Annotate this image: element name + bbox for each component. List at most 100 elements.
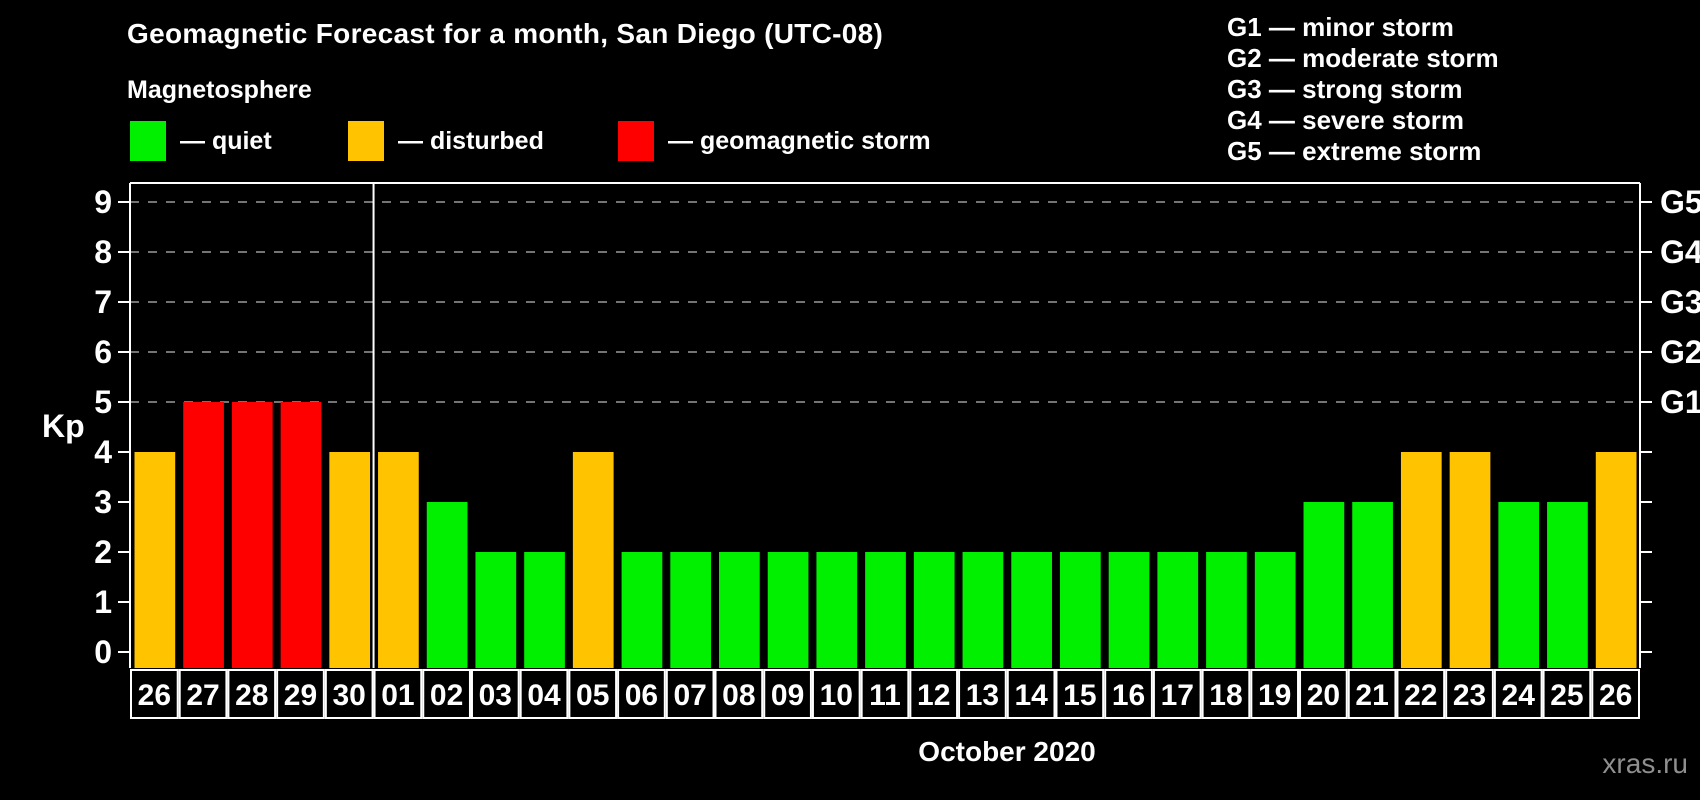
date-box-26 xyxy=(1591,669,1640,719)
date-label-12: 12 xyxy=(917,679,950,712)
legend-label-quiet: — quiet xyxy=(180,126,272,155)
date-box-30 xyxy=(324,669,374,719)
page-title: Geomagnetic Forecast for a month, San Di… xyxy=(127,18,884,49)
kp-bar-23 xyxy=(1449,452,1491,668)
legend-label-disturbed: — disturbed xyxy=(398,126,544,155)
kp-bar-06 xyxy=(621,552,663,668)
kp-bar-26 xyxy=(1595,452,1637,668)
kp-bar-07 xyxy=(670,552,712,668)
right-axis-label-G3: G3 xyxy=(1660,284,1700,320)
kp-bar-30 xyxy=(329,452,371,668)
date-label-25: 25 xyxy=(1550,679,1583,712)
disturbed-color-swatch xyxy=(348,121,384,161)
date-box-12 xyxy=(909,669,959,719)
date-label-14: 14 xyxy=(1014,679,1048,712)
date-box-09 xyxy=(763,669,812,719)
g-scale-legend: G1 — minor storm G2 — moderate storm G3 … xyxy=(1227,12,1499,167)
date-box-22 xyxy=(1396,669,1446,719)
date-box-25 xyxy=(1542,669,1592,719)
date-box-28 xyxy=(227,669,277,719)
date-box-23 xyxy=(1445,669,1494,719)
kp-bar-16 xyxy=(1108,552,1150,668)
y-tick-label-2: 2 xyxy=(94,534,112,570)
date-box-19 xyxy=(1250,669,1300,719)
date-label-08: 08 xyxy=(722,679,755,712)
date-label-21: 21 xyxy=(1355,679,1388,712)
date-box-03 xyxy=(470,669,520,719)
kp-bar-25 xyxy=(1547,502,1588,668)
g-legend-line-g5: G5 — extreme storm xyxy=(1227,136,1482,166)
date-box-16 xyxy=(1104,669,1153,719)
date-box-13 xyxy=(958,669,1007,719)
date-label-09: 09 xyxy=(771,679,804,712)
date-label-29: 29 xyxy=(284,679,317,712)
date-box-06 xyxy=(617,669,666,719)
date-label-17: 17 xyxy=(1161,679,1194,712)
right-axis-label-G5: G5 xyxy=(1660,184,1700,220)
date-box-07 xyxy=(665,669,715,719)
kp-bar-10 xyxy=(816,552,858,668)
date-label-15: 15 xyxy=(1063,679,1096,712)
date-label-18: 18 xyxy=(1209,679,1242,712)
y-tick-label-5: 5 xyxy=(94,384,112,420)
date-box-11 xyxy=(860,669,910,719)
date-label-13: 13 xyxy=(966,679,999,712)
date-label-30: 30 xyxy=(333,679,366,712)
legend-item-quiet: — quiet xyxy=(130,120,272,162)
date-box-26 xyxy=(130,669,179,719)
kp-bar-19 xyxy=(1254,552,1296,668)
date-label-27: 27 xyxy=(186,679,219,712)
date-label-11: 11 xyxy=(869,679,901,712)
y-tick-label-9: 9 xyxy=(94,184,112,220)
y-axis-title: Kp xyxy=(42,408,85,444)
date-label-06: 06 xyxy=(625,679,658,712)
date-label-20: 20 xyxy=(1307,679,1340,712)
legend-label-storm: — geomagnetic storm xyxy=(668,126,931,155)
kp-bar-17 xyxy=(1157,552,1199,668)
kp-bar-24 xyxy=(1498,502,1540,668)
kp-bar-02 xyxy=(426,502,468,668)
date-box-05 xyxy=(568,669,618,719)
date-box-15 xyxy=(1055,669,1105,719)
date-label-19: 19 xyxy=(1258,679,1291,712)
kp-bar-22 xyxy=(1400,452,1442,668)
date-box-27 xyxy=(178,669,228,719)
date-box-02 xyxy=(422,669,471,719)
kp-bar-01 xyxy=(378,452,419,668)
magnetosphere-label: Magnetosphere xyxy=(127,76,312,104)
right-axis-label-G4: G4 xyxy=(1660,234,1700,270)
date-box-21 xyxy=(1347,669,1397,719)
date-box-29 xyxy=(276,669,325,719)
watermark: xras.ru xyxy=(1602,748,1688,779)
date-label-05: 05 xyxy=(576,679,609,712)
y-tick-label-3: 3 xyxy=(94,484,112,520)
date-label-23: 23 xyxy=(1453,679,1486,712)
kp-bar-15 xyxy=(1059,552,1101,668)
kp-bar-26 xyxy=(134,452,176,668)
kp-bar-05 xyxy=(572,452,614,668)
date-label-02: 02 xyxy=(430,679,463,712)
date-label-16: 16 xyxy=(1112,679,1145,712)
y-tick-label-6: 6 xyxy=(94,334,112,370)
date-box-18 xyxy=(1201,669,1251,719)
kp-bar-04 xyxy=(524,552,565,668)
kp-bar-09 xyxy=(767,552,809,668)
date-box-08 xyxy=(714,669,764,719)
y-tick-label-7: 7 xyxy=(94,284,112,320)
kp-bar-03 xyxy=(475,552,517,668)
kp-bar-18 xyxy=(1206,552,1247,668)
legend-item-storm: — geomagnetic storm xyxy=(618,120,931,162)
right-axis-label-G1: G1 xyxy=(1660,384,1700,420)
date-label-28: 28 xyxy=(235,679,268,712)
g-legend-line-g4: G4 — severe storm xyxy=(1227,105,1465,135)
kp-bar-28 xyxy=(231,402,273,668)
y-tick-label-1: 1 xyxy=(94,584,112,620)
date-label-24: 24 xyxy=(1502,679,1536,712)
y-tick-label-0: 0 xyxy=(94,634,112,670)
x-axis-title: October 2020 xyxy=(918,736,1096,767)
date-label-07: 07 xyxy=(673,679,706,712)
quiet-color-swatch xyxy=(130,121,166,161)
kp-bar-29 xyxy=(280,402,322,668)
